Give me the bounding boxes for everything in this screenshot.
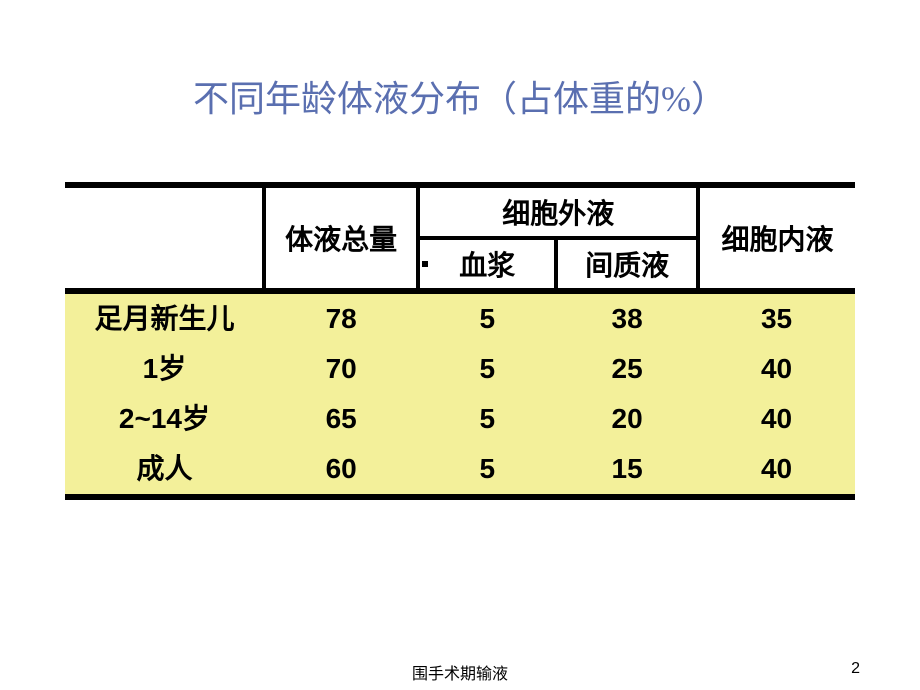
table-row: 成人 60 5 15 40 xyxy=(65,444,855,497)
header-interstitial: 间质液 xyxy=(556,238,698,291)
row-label: 成人 xyxy=(65,444,264,497)
table-row: 足月新生儿 78 5 38 35 xyxy=(65,291,855,344)
header-blank xyxy=(65,185,264,291)
footer-title: 围手术期输液 xyxy=(412,660,508,684)
table-row: 1岁 70 5 25 40 xyxy=(65,344,855,394)
cell-interstitial: 25 xyxy=(556,344,698,394)
cell-icf: 40 xyxy=(698,394,855,444)
page-number: 2 xyxy=(851,660,860,678)
cell-interstitial: 20 xyxy=(556,394,698,444)
header-total: 体液总量 xyxy=(264,185,419,291)
row-label: 2~14岁 xyxy=(65,394,264,444)
cell-icf: 40 xyxy=(698,444,855,497)
row-label: 足月新生儿 xyxy=(65,291,264,344)
cell-icf: 35 xyxy=(698,291,855,344)
cell-plasma: 5 xyxy=(418,444,556,497)
cell-plasma: 5 xyxy=(418,344,556,394)
row-label: 1岁 xyxy=(65,344,264,394)
fluid-distribution-table: 体液总量 细胞外液 细胞内液 血浆 间质液 足月新生儿 78 5 38 35 xyxy=(65,182,855,500)
cell-icf: 40 xyxy=(698,344,855,394)
cell-total: 65 xyxy=(264,394,419,444)
header-icf: 细胞内液 xyxy=(698,185,855,291)
cell-total: 70 xyxy=(264,344,419,394)
table-row: 2~14岁 65 5 20 40 xyxy=(65,394,855,444)
cell-interstitial: 15 xyxy=(556,444,698,497)
slide-title: 不同年龄体液分布（占体重的%） xyxy=(0,70,920,122)
cell-total: 78 xyxy=(264,291,419,344)
header-ecf: 细胞外液 xyxy=(418,185,698,238)
cell-plasma: 5 xyxy=(418,291,556,344)
cell-total: 60 xyxy=(264,444,419,497)
cell-plasma: 5 xyxy=(418,394,556,444)
slide: 不同年龄体液分布（占体重的%） 体液总量 细胞外液 细胞内液 血浆 间质液 足月… xyxy=(0,0,920,690)
cell-interstitial: 38 xyxy=(556,291,698,344)
header-plasma: 血浆 xyxy=(418,238,556,291)
